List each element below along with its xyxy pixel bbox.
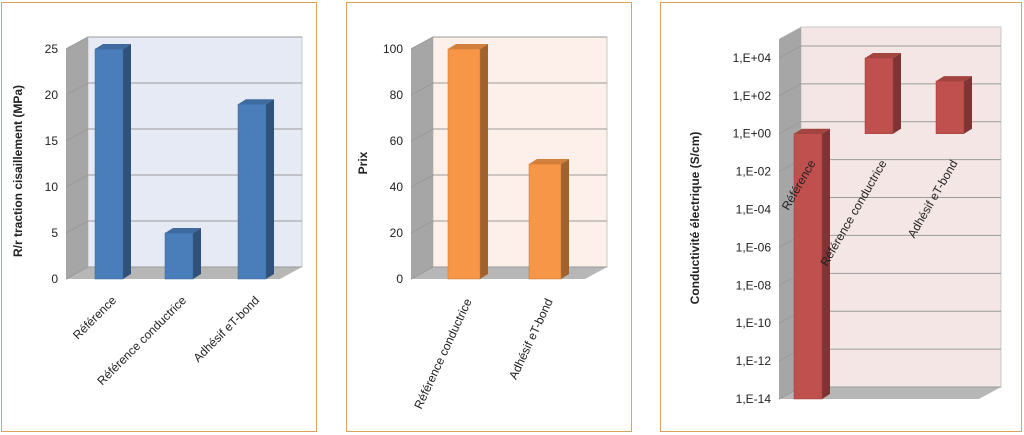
chart-side-wall	[66, 37, 88, 279]
bar-side	[480, 44, 488, 279]
bar-side	[561, 159, 569, 279]
bar-top	[238, 99, 274, 105]
gridline	[65, 220, 302, 234]
conductivity-chart: 1,E-14 1,E-12 1,E-10 1,E-08 1,E-06 1,E-04 1,E-…	[688, 26, 1002, 406]
gridline	[65, 174, 302, 188]
y-tick-label: 1,E-10	[736, 316, 772, 330]
bar	[935, 80, 965, 134]
gridline	[65, 36, 302, 50]
y-axis-label: Prix	[356, 151, 370, 174]
gridline	[410, 82, 607, 96]
y-tick-label: 1,E+02	[733, 89, 772, 103]
bar-top	[865, 52, 901, 58]
y-tick-label: 1,E+00	[733, 127, 772, 141]
gridline	[778, 83, 1001, 97]
price-chart: 0 20 40 60 80 100 Référence conductrice Adhésif…	[356, 36, 608, 411]
y-tick-label: 1,E-02	[736, 165, 772, 179]
bar-side	[193, 228, 201, 279]
bar-top	[936, 76, 972, 82]
bar	[447, 48, 481, 280]
bar	[94, 48, 124, 280]
chart-side-wall	[411, 37, 433, 279]
y-tick-label: 80	[390, 88, 404, 102]
gridline	[65, 82, 302, 96]
bar-top	[794, 128, 830, 134]
gridline	[410, 36, 607, 50]
bar-side	[964, 76, 972, 134]
chart-floor	[779, 387, 1001, 399]
chart-floor	[411, 267, 607, 279]
y-tick-label: 60	[390, 134, 404, 148]
bar	[793, 133, 823, 400]
category-label: Référence	[70, 293, 119, 342]
y-tick-label: 1,E-14	[736, 392, 772, 406]
bar-top	[448, 44, 488, 49]
bar	[237, 103, 267, 280]
y-tick-label: 5	[51, 226, 58, 240]
y-tick-label: 100	[383, 42, 403, 56]
gridline	[65, 128, 302, 142]
bar-top	[165, 228, 201, 233]
y-tick-label: 25	[45, 42, 59, 56]
y-tick-label: 20	[45, 88, 59, 102]
category-label: Adhésif eT-bond	[190, 293, 262, 365]
chart-panel-price: 0 20 40 60 80 100 Référence conductrice Adhésif…	[346, 2, 632, 432]
y-tick-label: 0	[396, 272, 403, 286]
y-tick-label: 10	[45, 180, 59, 194]
y-tick-label: 40	[390, 180, 404, 194]
bar-side	[822, 128, 830, 399]
y-tick-label: 1,E-08	[736, 278, 772, 292]
y-axis-label: R/r traction cisaillement (MPa)	[11, 85, 25, 257]
y-tick-label: 1,E-06	[736, 240, 772, 254]
chart-panel-shear-strength: 0 5 10 15 20 25 Référence Référence conductrice…	[1, 2, 317, 432]
y-tick-label: 1,E-04	[736, 203, 772, 217]
gridline	[410, 128, 607, 142]
y-tick-label: 15	[45, 134, 59, 148]
gridline	[778, 45, 1001, 59]
bar-top	[529, 159, 569, 164]
bar	[528, 163, 562, 280]
y-tick-label: 0	[51, 272, 58, 286]
bar	[164, 232, 194, 280]
gridline	[65, 266, 302, 280]
category-label: Adhésif eT-bond	[506, 296, 556, 381]
chart-panel-conductivity: 1,E-14 1,E-12 1,E-10 1,E-08 1,E-06 1,E-04 1,E-…	[660, 2, 1022, 432]
y-axis-label: Conductivité électrique (S/cm)	[688, 132, 702, 305]
y-tick-label: 1,E-12	[736, 354, 772, 368]
y-tick-label: 1,E+04	[733, 51, 772, 65]
bar-side	[123, 44, 131, 279]
y-tick-label: 20	[390, 226, 404, 240]
bar-top	[95, 44, 131, 49]
bar	[864, 57, 894, 134]
bar-side	[893, 52, 901, 134]
category-label: Référence conductrice	[411, 296, 475, 411]
gridline	[778, 121, 1001, 135]
bar-side	[266, 99, 274, 279]
